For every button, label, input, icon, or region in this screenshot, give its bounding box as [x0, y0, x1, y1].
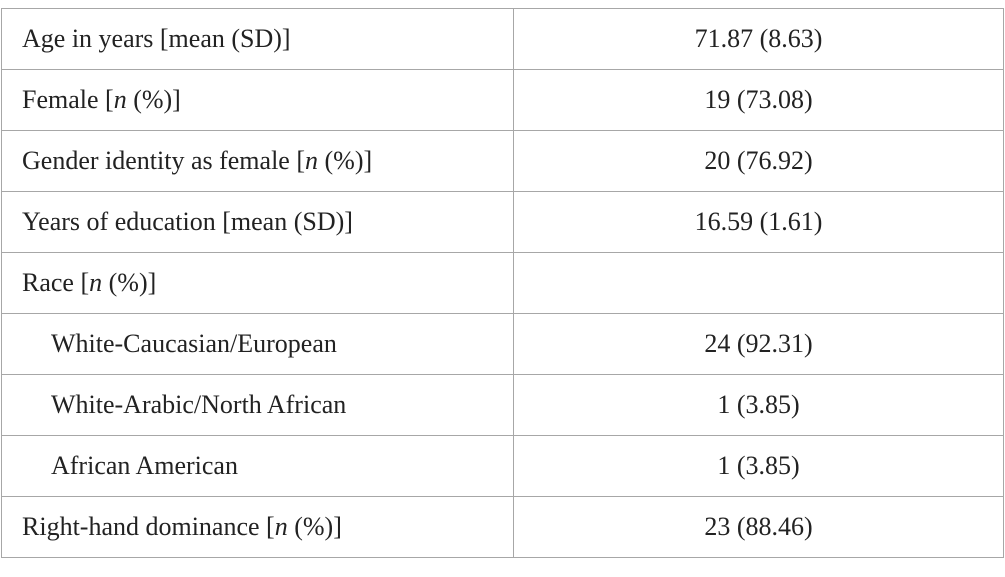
row-value: 20 (76.92)	[704, 146, 813, 175]
row-value: 24 (92.31)	[704, 329, 813, 358]
row-label-suffix: (%)]	[318, 146, 373, 175]
table-row: Years of education [mean (SD)] 16.59 (1.…	[1, 191, 1004, 253]
row-value: 1 (3.85)	[717, 390, 800, 419]
row-label: White-Arabic/North African	[51, 390, 347, 419]
row-label-cell: Years of education [mean (SD)]	[1, 191, 514, 253]
row-label-cell: Race [n (%)]	[1, 252, 514, 314]
row-label-cell: African American	[1, 435, 514, 497]
row-label-cell: Right-hand dominance [n (%)]	[1, 496, 514, 558]
row-label: Age in years [mean (SD)]	[22, 24, 291, 53]
row-label: Right-hand dominance [	[22, 512, 275, 541]
row-label: Race [	[22, 268, 90, 297]
row-value-cell: 20 (76.92)	[513, 130, 1004, 192]
row-value: 1 (3.85)	[717, 451, 800, 480]
table-row: Female [n (%)] 19 (73.08)	[1, 69, 1004, 131]
row-value-cell: 19 (73.08)	[513, 69, 1004, 131]
row-label: White-Caucasian/European	[51, 329, 337, 358]
row-label-suffix: (%)]	[126, 85, 181, 114]
demographics-table: Age in years [mean (SD)] 71.87 (8.63) Fe…	[1, 8, 1004, 558]
row-label-cell: White-Arabic/North African	[1, 374, 514, 436]
row-value-cell	[513, 252, 1004, 314]
row-label-italic: n	[89, 268, 103, 297]
row-value-cell: 71.87 (8.63)	[513, 8, 1004, 70]
row-label-italic: n	[274, 512, 288, 541]
row-value-cell: 16.59 (1.61)	[513, 191, 1004, 253]
table-row: Race [n (%)]	[1, 252, 1004, 314]
table-row: Right-hand dominance [n (%)] 23 (88.46)	[1, 496, 1004, 558]
row-label-cell: Age in years [mean (SD)]	[1, 8, 514, 70]
row-label-italic: n	[113, 85, 127, 114]
table-row: Age in years [mean (SD)] 71.87 (8.63)	[1, 8, 1004, 70]
row-label: Years of education [mean (SD)]	[22, 207, 353, 236]
row-value: 23 (88.46)	[704, 512, 813, 541]
row-label-cell: Gender identity as female [n (%)]	[1, 130, 514, 192]
table-row: African American 1 (3.85)	[1, 435, 1004, 497]
row-label-suffix: (%)]	[287, 512, 342, 541]
row-value: 71.87 (8.63)	[694, 24, 823, 53]
row-value-cell: 1 (3.85)	[513, 374, 1004, 436]
row-label: Female [	[22, 85, 114, 114]
row-value: 19 (73.08)	[704, 85, 813, 114]
row-value-cell: 23 (88.46)	[513, 496, 1004, 558]
row-label-italic: n	[305, 146, 318, 175]
row-label: African American	[51, 451, 238, 480]
row-label-cell: White-Caucasian/European	[1, 313, 514, 375]
table-row: White-Caucasian/European 24 (92.31)	[1, 313, 1004, 375]
row-label: Gender identity as female [	[22, 146, 305, 175]
table-row: White-Arabic/North African 1 (3.85)	[1, 374, 1004, 436]
row-value-cell: 24 (92.31)	[513, 313, 1004, 375]
table-row: Gender identity as female [n (%)] 20 (76…	[1, 130, 1004, 192]
row-value-cell: 1 (3.85)	[513, 435, 1004, 497]
row-label-cell: Female [n (%)]	[1, 69, 514, 131]
row-label-suffix: (%)]	[102, 268, 157, 297]
row-value: 16.59 (1.61)	[694, 207, 823, 236]
